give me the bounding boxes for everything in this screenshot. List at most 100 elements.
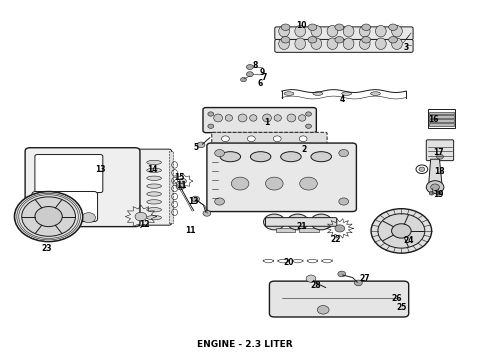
Ellipse shape: [250, 152, 271, 162]
Ellipse shape: [274, 115, 281, 121]
Text: 26: 26: [391, 294, 402, 303]
Text: 27: 27: [359, 274, 370, 283]
Circle shape: [221, 136, 229, 141]
Text: 8: 8: [252, 61, 257, 70]
Bar: [299, 228, 319, 232]
FancyBboxPatch shape: [266, 218, 337, 226]
Circle shape: [176, 183, 185, 190]
FancyBboxPatch shape: [207, 143, 356, 212]
Circle shape: [203, 211, 211, 216]
Circle shape: [270, 219, 279, 226]
Ellipse shape: [343, 38, 354, 49]
Circle shape: [354, 280, 362, 286]
Text: 13: 13: [189, 197, 199, 206]
Text: 4: 4: [340, 95, 345, 104]
Ellipse shape: [392, 38, 402, 49]
Circle shape: [264, 214, 285, 230]
Text: 1: 1: [265, 118, 270, 127]
Text: 21: 21: [296, 222, 306, 231]
Text: 23: 23: [42, 244, 52, 253]
Circle shape: [197, 142, 205, 148]
Ellipse shape: [342, 92, 351, 95]
Text: 17: 17: [433, 148, 443, 157]
Circle shape: [335, 37, 343, 43]
Text: 2: 2: [301, 145, 306, 154]
Circle shape: [300, 177, 318, 190]
Circle shape: [306, 124, 312, 129]
Ellipse shape: [214, 114, 222, 122]
Text: 25: 25: [396, 303, 407, 312]
FancyBboxPatch shape: [275, 27, 413, 40]
Circle shape: [281, 37, 290, 43]
Ellipse shape: [359, 38, 370, 49]
Circle shape: [82, 213, 96, 223]
Circle shape: [306, 112, 312, 116]
Circle shape: [335, 225, 344, 232]
Text: 5: 5: [194, 143, 199, 152]
Circle shape: [241, 77, 246, 82]
Ellipse shape: [284, 92, 294, 95]
Bar: [429, 116, 454, 118]
Ellipse shape: [295, 26, 306, 37]
Ellipse shape: [147, 200, 161, 204]
Circle shape: [299, 136, 307, 141]
Ellipse shape: [392, 26, 402, 37]
Circle shape: [273, 136, 281, 141]
Circle shape: [14, 192, 83, 242]
Ellipse shape: [147, 216, 161, 220]
Text: 14: 14: [147, 165, 157, 174]
Ellipse shape: [249, 115, 257, 121]
Circle shape: [426, 181, 444, 194]
Ellipse shape: [327, 38, 338, 49]
Ellipse shape: [370, 92, 380, 95]
Circle shape: [22, 197, 75, 236]
Circle shape: [179, 179, 186, 184]
Circle shape: [431, 184, 440, 190]
Polygon shape: [429, 159, 442, 188]
Circle shape: [378, 214, 425, 248]
Circle shape: [338, 271, 345, 277]
FancyBboxPatch shape: [275, 40, 413, 52]
Ellipse shape: [298, 115, 306, 121]
Text: 20: 20: [284, 258, 294, 267]
FancyBboxPatch shape: [25, 148, 140, 226]
FancyBboxPatch shape: [212, 132, 327, 145]
Text: 16: 16: [428, 114, 439, 123]
Ellipse shape: [359, 26, 370, 37]
Ellipse shape: [147, 168, 161, 172]
Bar: [429, 112, 454, 114]
Circle shape: [371, 209, 432, 253]
Circle shape: [38, 213, 51, 223]
Ellipse shape: [295, 38, 306, 49]
Circle shape: [135, 212, 147, 221]
Circle shape: [266, 177, 283, 190]
Circle shape: [208, 112, 214, 116]
Text: 24: 24: [403, 237, 414, 246]
Circle shape: [436, 192, 441, 195]
Circle shape: [389, 37, 397, 43]
Ellipse shape: [311, 26, 322, 37]
Ellipse shape: [311, 38, 322, 49]
Circle shape: [308, 24, 317, 31]
Circle shape: [281, 24, 290, 31]
Circle shape: [419, 167, 425, 171]
Text: 10: 10: [296, 21, 306, 30]
Ellipse shape: [279, 38, 290, 49]
Ellipse shape: [375, 26, 386, 37]
FancyBboxPatch shape: [203, 108, 317, 133]
Text: 12: 12: [140, 220, 150, 229]
Ellipse shape: [279, 26, 290, 37]
Circle shape: [192, 196, 199, 202]
Circle shape: [306, 275, 316, 282]
Ellipse shape: [147, 192, 161, 196]
Circle shape: [293, 219, 303, 226]
Ellipse shape: [375, 38, 386, 49]
Ellipse shape: [147, 160, 161, 165]
Ellipse shape: [147, 208, 161, 212]
Circle shape: [311, 214, 332, 230]
Circle shape: [317, 219, 326, 226]
Circle shape: [35, 207, 62, 226]
Circle shape: [247, 136, 255, 141]
Ellipse shape: [327, 26, 338, 37]
Circle shape: [318, 306, 329, 314]
